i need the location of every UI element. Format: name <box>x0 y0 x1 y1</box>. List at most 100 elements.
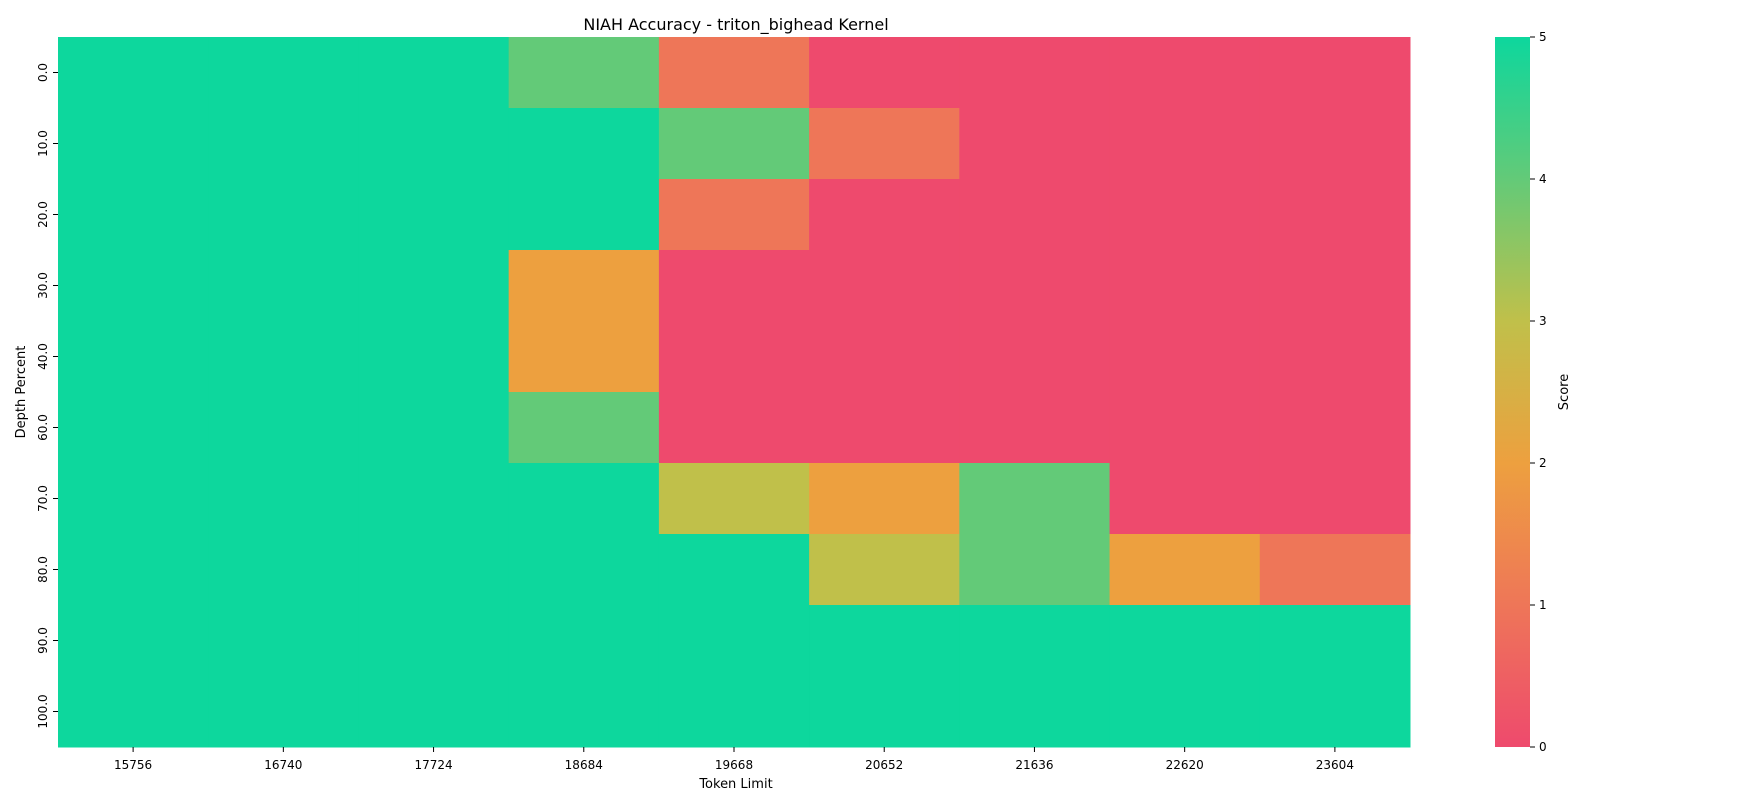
x-tick-label: 20652 <box>865 758 903 772</box>
heatmap-cell <box>1109 321 1261 393</box>
heatmap-cell <box>959 37 1111 109</box>
heatmap-cell <box>658 392 810 464</box>
colorbar <box>1495 37 1530 747</box>
x-tick-label: 16740 <box>264 758 302 772</box>
y-axis-label: Depth Percent <box>14 346 29 439</box>
y-tick-label: 60.0 <box>36 414 50 441</box>
heatmap-cell <box>508 250 660 322</box>
heatmap-cell <box>358 37 510 109</box>
x-axis-label: Token Limit <box>698 777 772 792</box>
heatmap-cell <box>959 605 1111 677</box>
heatmap-cells <box>58 37 1411 748</box>
heatmap-cell <box>208 250 359 322</box>
y-tick-label: 0.0 <box>36 63 50 82</box>
heatmap-cell <box>809 463 960 535</box>
heatmap-cell <box>358 463 510 535</box>
heatmap-cell <box>58 321 209 393</box>
heatmap-cell <box>658 534 810 606</box>
heatmap-cell <box>358 534 510 606</box>
heatmap-cell <box>208 321 359 393</box>
heatmap-cell <box>58 463 209 535</box>
y-tick-label: 40.0 <box>36 343 50 370</box>
chart-title: NIAH Accuracy - triton_bighead Kernel <box>583 15 888 35</box>
colorbar-tick-label: 1 <box>1539 598 1547 612</box>
y-tick-label: 30.0 <box>36 272 50 299</box>
heatmap-cell <box>358 321 510 393</box>
y-axis: 0.0 10.0 20.0 30.0 40.0 60.0 70.0 80.0 90.0 100.0 <box>36 63 58 729</box>
x-tick-label: 21636 <box>1015 758 1053 772</box>
heatmap-cell <box>959 321 1111 393</box>
heatmap-cell <box>358 392 510 464</box>
heatmap-cell <box>508 392 660 464</box>
heatmap-cell <box>58 179 209 251</box>
heatmap-cell <box>58 605 209 677</box>
heatmap-cell <box>58 250 209 322</box>
heatmap-cell <box>1259 37 1411 109</box>
heatmap-cell <box>1109 179 1261 251</box>
heatmap-cell <box>809 676 960 748</box>
heatmap-cell <box>208 676 359 748</box>
heatmap-cell <box>508 463 660 535</box>
heatmap-cell <box>58 37 209 109</box>
heatmap-cell <box>508 37 660 109</box>
heatmap-cell <box>208 463 359 535</box>
heatmap-cell <box>358 676 510 748</box>
y-tick-label: 10.0 <box>36 130 50 157</box>
heatmap-cell <box>658 250 810 322</box>
x-tick-label: 18684 <box>565 758 603 772</box>
heatmap-cell <box>1109 392 1261 464</box>
y-tick-label: 80.0 <box>36 556 50 583</box>
heatmap-cell <box>1259 534 1411 606</box>
colorbar-tick-label: 0 <box>1539 740 1547 754</box>
heatmap-cell <box>1109 250 1261 322</box>
heatmap-cell <box>1109 676 1261 748</box>
heatmap-cell <box>508 605 660 677</box>
heatmap-cell <box>658 179 810 251</box>
heatmap-cell <box>809 534 960 606</box>
colorbar-label: Score <box>1557 374 1572 410</box>
heatmap-cell <box>959 108 1111 180</box>
heatmap-cell <box>809 179 960 251</box>
heatmap-cell <box>508 676 660 748</box>
heatmap-cell <box>658 605 810 677</box>
heatmap-cell <box>959 392 1111 464</box>
heatmap-cell <box>959 179 1111 251</box>
heatmap-cell <box>358 179 510 251</box>
heatmap-cell <box>658 321 810 393</box>
heatmap-cell <box>58 676 209 748</box>
heatmap-cell <box>1109 534 1261 606</box>
heatmap-cell <box>1109 37 1261 109</box>
heatmap-cell <box>358 108 510 180</box>
colorbar-ticks: 0 1 2 3 4 5 <box>1530 30 1547 754</box>
heatmap-cell <box>208 37 359 109</box>
y-tick-label: 90.0 <box>36 627 50 654</box>
colorbar-tick-label: 3 <box>1539 314 1547 328</box>
heatmap-cell <box>809 37 960 109</box>
heatmap-cell <box>58 392 209 464</box>
heatmap-cell <box>508 179 660 251</box>
heatmap-cell <box>358 605 510 677</box>
heatmap-cell <box>658 676 810 748</box>
x-tick-label: 23604 <box>1316 758 1354 772</box>
heatmap-cell <box>358 250 510 322</box>
heatmap-cell <box>1109 463 1261 535</box>
heatmap-cell <box>1259 463 1411 535</box>
heatmap-cell <box>1259 108 1411 180</box>
heatmap-cell <box>1259 250 1411 322</box>
heatmap-cell <box>1259 392 1411 464</box>
x-tick-label: 19668 <box>715 758 753 772</box>
heatmap-cell <box>809 605 960 677</box>
y-tick-label: 70.0 <box>36 485 50 512</box>
heatmap-cell <box>959 676 1111 748</box>
x-tick-label: 15756 <box>114 758 152 772</box>
heatmap-cell <box>809 392 960 464</box>
heatmap-cell <box>1259 676 1411 748</box>
heatmap-cell <box>959 463 1111 535</box>
heatmap-cell <box>959 250 1111 322</box>
heatmap-cell <box>658 108 810 180</box>
heatmap-cell <box>508 534 660 606</box>
heatmap-cell <box>1259 605 1411 677</box>
heatmap-cell <box>208 108 359 180</box>
